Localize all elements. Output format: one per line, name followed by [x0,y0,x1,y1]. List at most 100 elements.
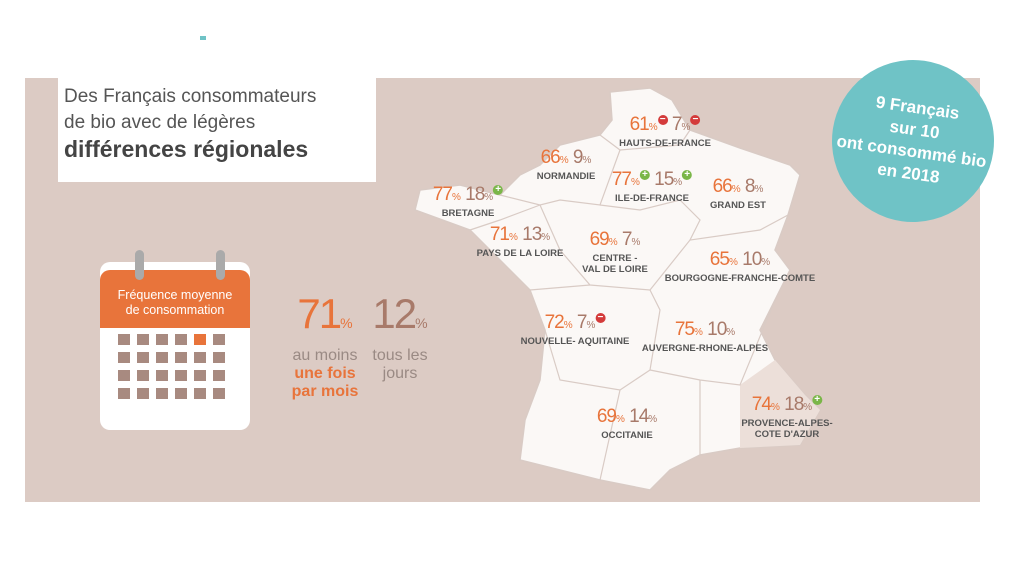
region-unit: % [803,402,813,413]
region-name: GRAND EST [710,200,766,211]
region-name: COTE D'AZUR [754,429,820,440]
region-name: HAUTS-DE-FRANCE [619,138,711,149]
region-unit: % [728,257,738,268]
region-daily: 10 [742,249,762,270]
stat-text: par mois [291,383,359,400]
region-unit: % [586,320,596,331]
stat-text: jours [382,365,418,382]
ring [216,250,225,280]
region-unit: % [615,414,625,425]
calendar-day [137,370,149,381]
trend-up: + [812,395,823,405]
region-values: 61%− 7%− [619,115,711,138]
region-label: 69% 14% OCCITANIE [596,406,657,442]
region-values: 77% 18%+ [432,184,504,208]
region-name: NORMANDIE [536,171,596,182]
region-unit: % [484,192,494,203]
stat-number: 71 [297,290,342,337]
region-name: PROVENCE-ALPES- [741,418,833,429]
ring [135,250,144,280]
region-monthly: 72 [544,312,565,333]
region-daily: 7 [671,114,683,135]
region-daily: 10 [707,319,727,340]
trend-up: + [493,185,504,195]
region-monthly: 69 [596,406,617,427]
region-monthly: 66 [712,176,733,197]
calendar-day [213,334,225,345]
region-unit: % [731,184,741,195]
region-name: VAL DE LOIRE [582,264,648,275]
region-daily: 18 [784,394,804,415]
region-unit: % [451,192,461,203]
region-label: 71% 13% PAYS DE LA LOIRE [476,225,564,260]
region-label: 75% 10% AUVERGNE-RHONE-ALPES [642,320,768,355]
region-unit: % [541,232,551,243]
region-name: ILE-DE-FRANCE [615,193,689,204]
region-unit: % [582,155,592,166]
title-line: différences régionales [64,136,309,162]
region-daily: 15 [654,169,674,190]
calendar-day [137,352,149,363]
calendar-day [213,388,225,399]
region-unit: % [770,402,780,413]
region-borders [469,129,789,481]
region-monthly: 65 [709,249,730,270]
trend-down: − [595,313,606,323]
calendar-day [194,388,206,399]
stat-unit: % [415,315,428,331]
dot [200,36,206,40]
france-outline [414,87,821,491]
region-values: 71% 13% [477,225,564,248]
stat-text: une fois [294,365,356,382]
region-values: 72% 7%− [521,313,630,336]
region-unit: % [754,184,764,195]
region-label: 77%+ 15%+ ILE-DE-FRANCE [611,169,693,204]
calendar-day [118,334,130,345]
trend-up: + [682,170,693,180]
stat-value: 12% [365,290,435,347]
region-monthly: 66 [540,147,561,168]
title-line: de bio avec de légères [64,112,256,133]
region-name: CENTRE - [592,253,638,264]
calendar-day [194,334,206,345]
region-name: PAYS DE LA LOIRE [476,248,564,259]
region-unit: % [726,327,736,338]
stat: 12% tous les jours [365,290,435,383]
calendar-day [156,352,168,363]
region-label: 74% 18%+ PROVENCE-ALPES- COTE D'AZUR [741,394,833,441]
calendar-day [194,370,206,381]
region-label: 77% 18%+ BRETAGNE [432,184,504,219]
region-daily: 14 [629,406,649,427]
region-daily: 7 [576,312,588,333]
region-label: 61%− 7%− HAUTS-DE-FRANCE [619,115,711,150]
calendar-day [137,388,149,399]
region-unit: % [508,232,518,243]
calendar-day [213,352,225,363]
region-unit: % [559,155,569,166]
calendar-day [213,370,225,381]
region-daily: 13 [522,224,542,245]
stat-text: tous les [372,347,428,364]
stat-text: au moins [292,347,358,364]
calendar-header: Fréquence moyenne de consommation [100,270,250,328]
calendar-day [194,352,206,363]
calendar-day [118,352,130,363]
region-unit: % [681,122,691,133]
region-monthly: 75 [674,319,695,340]
region-monthly: 77 [611,169,632,190]
region-values: 69% 7% [582,230,648,253]
region-label: 66% 9% NORMANDIE [536,147,596,183]
region-label: 69% 7% CENTRE - VAL DE LOIRE [582,230,648,276]
region-values: 66% 8% [710,177,766,200]
region-monthly: 77 [432,184,453,205]
region-values: 75% 10% [642,320,768,343]
region-unit: % [648,122,658,133]
calendar-label: de consommation [125,303,225,317]
region-monthly: 69 [589,229,610,250]
region-unit: % [608,237,618,248]
title-box: Des Français consommateurs de bio avec de… [58,78,376,182]
region-label: 65% 10% BOURGOGNE-FRANCHE-COMTE [665,249,815,285]
region-name: NOUVELLE- AQUITAINE [520,336,630,347]
calendar-label: Fréquence moyenne [117,288,233,302]
